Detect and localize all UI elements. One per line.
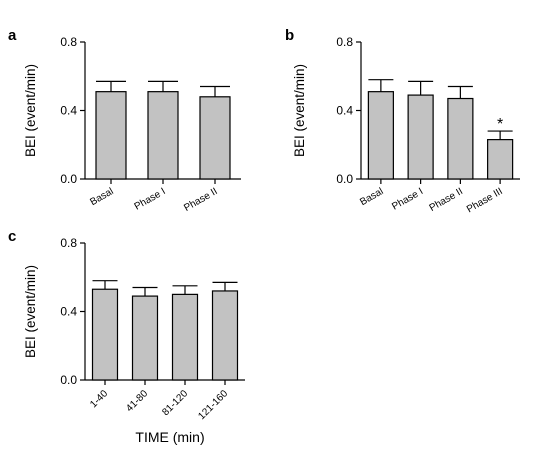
bar-1-40 — [91, 288, 119, 381]
y-tick-label: 0.0 — [336, 172, 353, 186]
x-tick-label: Basal — [358, 186, 385, 208]
bar-41-80 — [131, 295, 159, 381]
bar-81-120 — [171, 293, 199, 381]
y-axis-label: BEI (event/min) — [292, 64, 307, 157]
x-axis-label: TIME (min) — [135, 429, 204, 445]
bar-phase-i — [147, 91, 179, 180]
x-tick-label: Phase II — [428, 186, 465, 214]
x-tick-label: Phase I — [390, 186, 425, 212]
x-tick-label: Phase I — [133, 186, 168, 212]
panel-letter: b — [285, 27, 294, 44]
y-tick-label: 0.0 — [60, 172, 77, 186]
bar-basal — [367, 91, 394, 180]
y-tick-label: 0.8 — [60, 35, 77, 49]
x-tick-label: 1-40 — [88, 388, 110, 410]
y-axis-label: BEI (event/min) — [23, 265, 38, 358]
bar-phase-i — [407, 94, 434, 180]
x-tick-label: Basal — [88, 186, 115, 208]
x-tick-label: 41-80 — [124, 388, 150, 414]
y-tick-label: 0.4 — [336, 104, 353, 118]
x-tick-label: Phase II — [182, 186, 219, 214]
bar-basal — [95, 91, 127, 180]
x-tick-label: Phase III — [465, 186, 505, 215]
y-tick-label: 0.8 — [336, 35, 353, 49]
x-tick-label: 121-160 — [196, 388, 230, 422]
bar-121-160 — [211, 290, 239, 381]
y-axis-label: BEI (event/min) — [23, 64, 38, 157]
panel-letter: c — [8, 228, 16, 245]
x-tick-label: 81-120 — [160, 388, 190, 418]
bar-phase-ii — [199, 96, 231, 180]
panel-letter: a — [8, 27, 17, 44]
y-tick-label: 0.4 — [60, 305, 77, 319]
y-tick-label: 0.4 — [60, 104, 77, 118]
panel-a: a 0.0 0.4 0.8 BEI (event/min) Basal Phase I Pha… — [8, 27, 241, 214]
panel-c: c 0.0 0.4 0.8 BEI (event/min) 1-40 41-80 81-120… — [8, 228, 245, 445]
significance-marker: * — [497, 116, 503, 133]
y-tick-label: 0.8 — [60, 236, 77, 250]
bar-phase-iii — [487, 139, 514, 180]
y-tick-label: 0.0 — [60, 373, 77, 387]
bar-phase-ii — [447, 97, 474, 180]
